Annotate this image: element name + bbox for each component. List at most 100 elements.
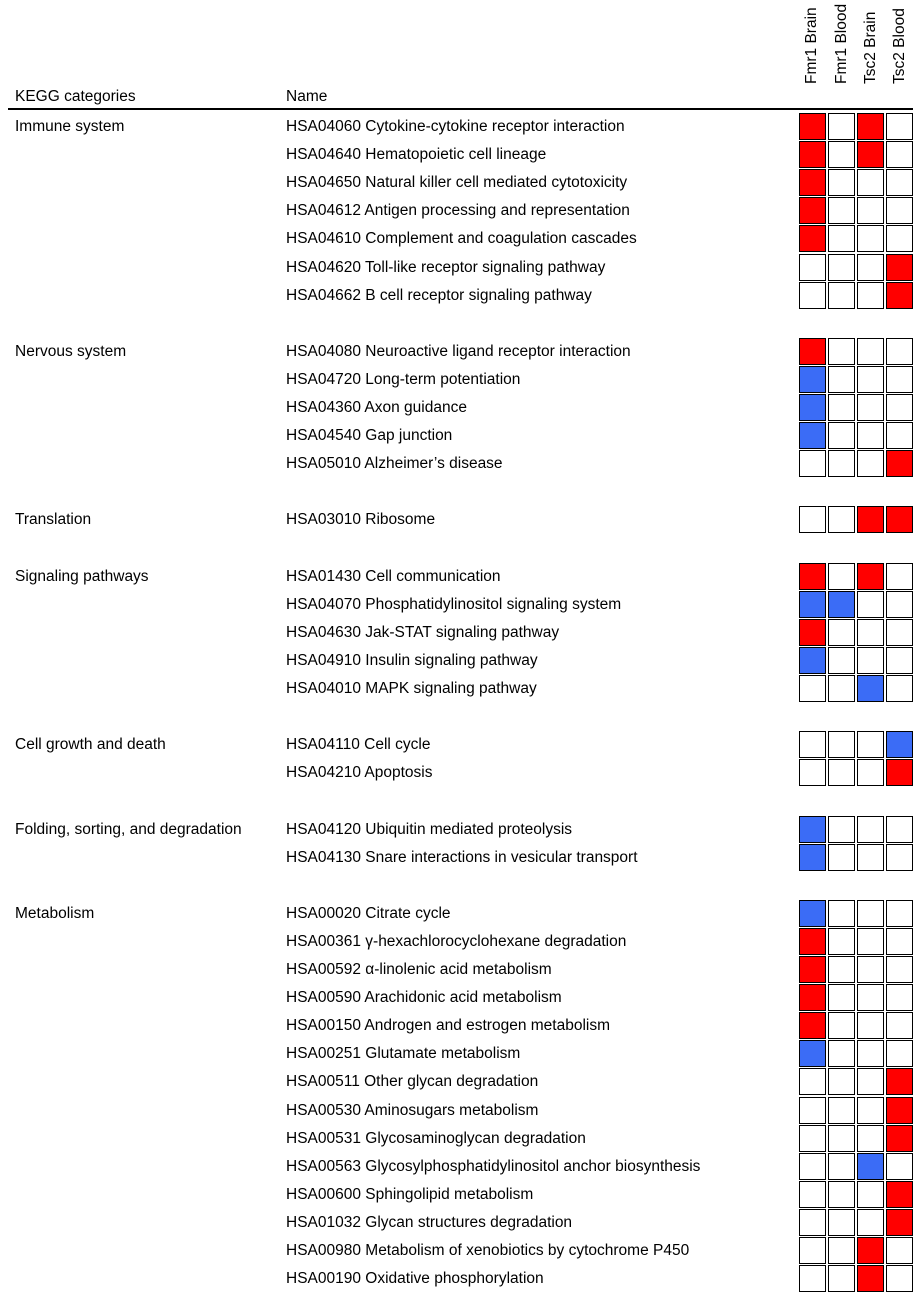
heatmap-cell-up bbox=[886, 1096, 913, 1124]
pathway-label: HSA04080 Neuroactive ligand receptor int… bbox=[286, 342, 631, 360]
heatmap-cell-none bbox=[857, 759, 884, 787]
heatmap-cell-none bbox=[857, 365, 884, 393]
heatmap-cell-up bbox=[857, 141, 884, 169]
heatmap-cell-none bbox=[828, 1012, 855, 1040]
heatmap-cell-none bbox=[886, 927, 913, 955]
category-label: Metabolism bbox=[15, 904, 95, 922]
pathway-label: HSA00531 Glycosaminoglycan degradation bbox=[286, 1129, 586, 1147]
pathway-label: HSA04662 B cell receptor signaling pathw… bbox=[286, 286, 592, 304]
pathway-label: HSA04130 Snare interactions in vesicular… bbox=[286, 848, 638, 866]
heatmap-cell-none bbox=[886, 646, 913, 674]
heatmap-cell-none bbox=[857, 1180, 884, 1208]
pathway-label: HSA01032 Glycan structures degradation bbox=[286, 1213, 573, 1231]
category-label: Signaling pathways bbox=[15, 567, 149, 585]
heatmap-cell-none bbox=[857, 1124, 884, 1152]
heatmap-cell-none bbox=[857, 281, 884, 309]
heatmap-cell-none bbox=[799, 1180, 826, 1208]
pathway-label: HSA04610 Complement and coagulation casc… bbox=[286, 230, 637, 248]
heatmap-cell-up bbox=[857, 1265, 884, 1292]
heatmap-cell-none bbox=[857, 1068, 884, 1096]
heatmap-cell-none bbox=[799, 253, 826, 281]
heatmap-cell-none bbox=[886, 113, 913, 140]
heatmap-cell-none bbox=[857, 590, 884, 618]
pathway-label: HSA00511 Other glycan degradation bbox=[286, 1073, 539, 1091]
heatmap-cell-none bbox=[799, 759, 826, 787]
heatmap-cell-none bbox=[799, 450, 826, 478]
heatmap-cell-none bbox=[886, 590, 913, 618]
pathway-label: HSA03010 Ribosome bbox=[286, 511, 436, 529]
heatmap-cell-up bbox=[799, 984, 826, 1012]
pathway-label: HSA04630 Jak-STAT signaling pathway bbox=[286, 623, 560, 641]
heatmap-cell-none bbox=[886, 422, 913, 450]
heatmap-cell-none bbox=[857, 899, 884, 927]
heatmap-cell-down bbox=[799, 365, 826, 393]
heatmap-cell-none bbox=[886, 843, 913, 871]
heatmap-cell-none bbox=[857, 197, 884, 225]
heatmap-cell-up bbox=[886, 450, 913, 478]
heatmap-cell-up bbox=[857, 1237, 884, 1264]
heatmap-cell-none bbox=[857, 618, 884, 646]
heatmap-cell-up bbox=[799, 169, 826, 197]
heatmap-cell-down bbox=[857, 675, 884, 702]
heatmap-cell-none bbox=[857, 646, 884, 674]
heatmap-cell-up bbox=[886, 281, 913, 309]
pathway-label: HSA00251 Glutamate metabolism bbox=[286, 1045, 521, 1063]
heatmap-cell-none bbox=[886, 899, 913, 927]
heatmap-cell-none bbox=[828, 337, 855, 365]
heatmap-cell-up bbox=[857, 562, 884, 590]
heatmap-cell-none bbox=[828, 984, 855, 1012]
column-label-fmr1-blood: Fmr1 Blood bbox=[833, 3, 850, 84]
heatmap-cell-none bbox=[857, 1208, 884, 1236]
heatmap-cell-none bbox=[857, 169, 884, 197]
pathway-label: HSA04210 Apoptosis bbox=[286, 764, 433, 782]
pathway-label: HSA04070 Phosphatidylinositol signaling … bbox=[286, 595, 622, 613]
heatmap-cell-none bbox=[828, 197, 855, 225]
column-label-tsc2-brain: Tsc2 Brain bbox=[862, 11, 879, 84]
pathway-label: HSA04910 Insulin signaling pathway bbox=[286, 651, 538, 669]
pathway-label: HSA00563 Glycosylphosphatidylinositol an… bbox=[286, 1157, 701, 1175]
heatmap-cell-none bbox=[799, 1265, 826, 1292]
heatmap-cell-none bbox=[828, 562, 855, 590]
heatmap-cell-down bbox=[828, 590, 855, 618]
heatmap-cell-down bbox=[799, 422, 826, 450]
heatmap-cell-none bbox=[857, 1012, 884, 1040]
heatmap-cell-none bbox=[886, 1012, 913, 1040]
heatmap-cell-none bbox=[857, 394, 884, 421]
heatmap-cell-none bbox=[886, 1237, 913, 1264]
heatmap-cell-none bbox=[886, 675, 913, 702]
heatmap-cell-up bbox=[857, 113, 884, 140]
heatmap-cell-up bbox=[799, 225, 826, 253]
heatmap-cell-none bbox=[828, 675, 855, 702]
heatmap-cell-up bbox=[886, 1180, 913, 1208]
heatmap-cell-none bbox=[857, 984, 884, 1012]
pathway-label: HSA04720 Long-term potentiation bbox=[286, 370, 521, 388]
heatmap-cell-none bbox=[857, 956, 884, 983]
pathway-label: HSA00592 α-linolenic acid metabolism bbox=[286, 961, 552, 978]
heatmap-cell-none bbox=[799, 731, 826, 759]
heatmap-cell-none bbox=[886, 1152, 913, 1180]
heatmap-cell-none bbox=[857, 253, 884, 281]
heatmap-cell-none bbox=[828, 899, 855, 927]
pathway-label: HSA04110 Cell cycle bbox=[286, 736, 431, 754]
pathway-label: HSA04010 MAPK signaling pathway bbox=[286, 680, 537, 697]
heatmap-cell-none bbox=[857, 927, 884, 955]
heatmap-cell-none bbox=[828, 815, 855, 843]
pathway-label: HSA00980 Metabolism of xenobiotics by cy… bbox=[286, 1242, 690, 1259]
name-header: Name bbox=[286, 88, 328, 105]
heatmap-cell-up bbox=[799, 197, 826, 225]
heatmap-cell-none bbox=[799, 506, 826, 534]
heatmap-cell-none bbox=[857, 1096, 884, 1124]
heatmap-cell-none bbox=[857, 225, 884, 253]
heatmap-cell-none bbox=[886, 225, 913, 253]
column-label-fmr1-brain: Fmr1 Brain bbox=[803, 7, 820, 84]
heatmap-cell-none bbox=[828, 450, 855, 478]
heatmap-cell-up bbox=[799, 337, 826, 365]
pathway-label: HSA00190 Oxidative phosphorylation bbox=[286, 1270, 544, 1288]
heatmap-cell-none bbox=[828, 731, 855, 759]
heatmap-cell-none bbox=[857, 731, 884, 759]
heatmap-cell-down bbox=[799, 899, 826, 927]
heatmap-cell-none bbox=[799, 1208, 826, 1236]
heatmap-cell-none bbox=[828, 1096, 855, 1124]
heatmap-cell-none bbox=[828, 1068, 855, 1096]
